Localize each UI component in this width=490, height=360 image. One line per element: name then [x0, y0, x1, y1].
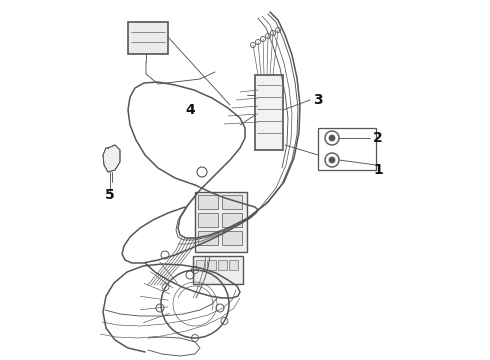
Bar: [195, 192, 247, 252]
Bar: [196, 260, 205, 270]
Bar: [222, 231, 242, 245]
Text: 5: 5: [105, 188, 115, 202]
Bar: [207, 260, 216, 270]
Bar: [193, 256, 243, 284]
Bar: [255, 75, 283, 150]
Bar: [198, 195, 218, 209]
Bar: [218, 260, 227, 270]
Text: 3: 3: [313, 93, 322, 107]
Text: 1: 1: [373, 163, 383, 177]
Bar: [198, 231, 218, 245]
Bar: [318, 128, 376, 170]
Text: 2: 2: [373, 131, 383, 145]
Circle shape: [329, 157, 335, 163]
Bar: [222, 213, 242, 227]
Bar: [198, 213, 218, 227]
Bar: [222, 195, 242, 209]
Polygon shape: [103, 145, 120, 172]
Circle shape: [329, 135, 335, 141]
Bar: [128, 22, 168, 54]
Bar: [229, 260, 238, 270]
Text: 4: 4: [185, 103, 195, 117]
